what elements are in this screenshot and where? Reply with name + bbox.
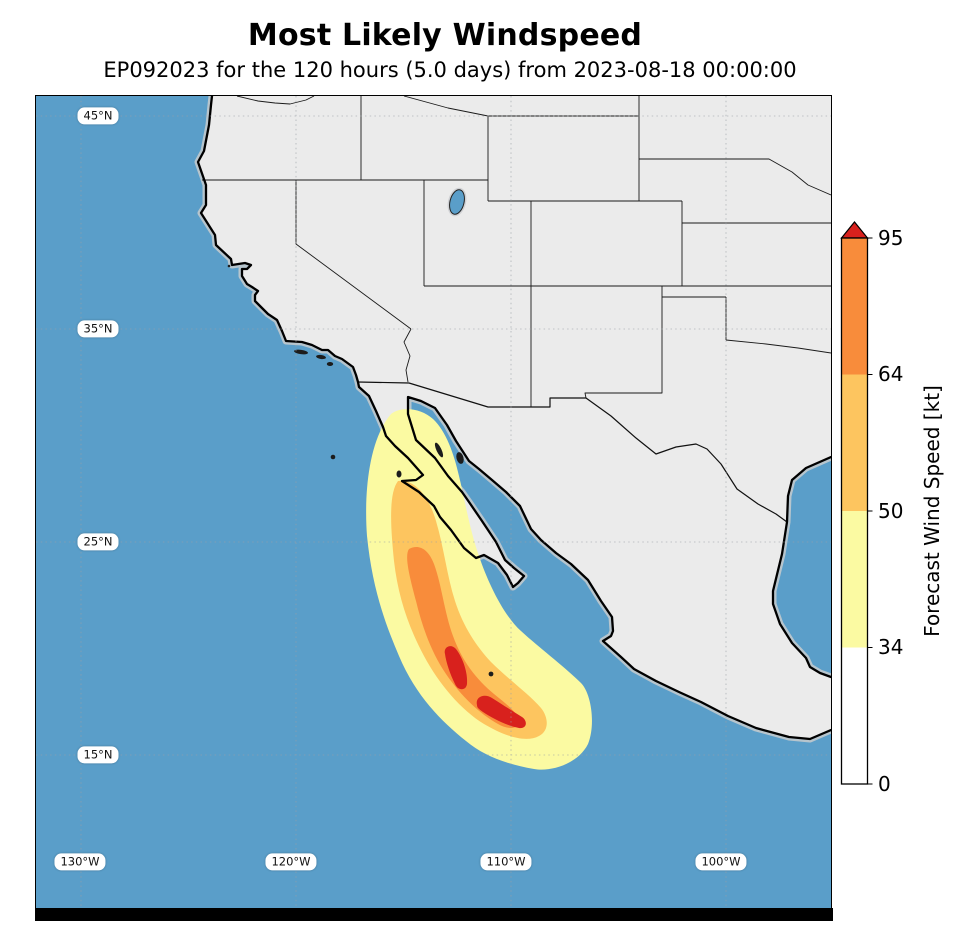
- colorbar-tick-64: 64: [878, 362, 904, 386]
- colorbar-axis-label: Forecast Wind Speed [kt]: [920, 385, 944, 637]
- figure-title: Most Likely Windspeed: [247, 18, 643, 53]
- colorbar-extend-arrow: [840, 221, 869, 239]
- catalina-island-icon: [326, 362, 334, 366]
- islands: [227, 264, 494, 677]
- colorbar-tick-34: 34: [878, 635, 904, 659]
- colorbar-segment-50-64: [841, 374, 868, 511]
- colorbar: [840, 221, 873, 785]
- wind-swath-95kt-core-b: [476, 695, 526, 729]
- lon-label-110w: 110°W: [480, 853, 532, 871]
- wind-swath-50kt: [391, 480, 547, 739]
- colorbar-tick-95: 95: [878, 226, 904, 250]
- coastline: [196, 96, 831, 741]
- socorro-island-icon: [488, 671, 494, 677]
- lat-label-15n: 15°N: [77, 746, 119, 764]
- lat-label-35n: 35°N: [77, 320, 119, 338]
- colorbar-tick-50: 50: [878, 499, 904, 523]
- lon-label-130w: 130°W: [54, 853, 106, 871]
- wind-swath: [366, 409, 592, 770]
- farallon-island-icon: [227, 264, 231, 268]
- wind-swath-64kt: [407, 546, 519, 728]
- channel-island-icon: [294, 349, 308, 355]
- figure-subtitle: EP092023 for the 120 hours (5.0 days) fr…: [103, 58, 797, 82]
- us-mexico-border: [357, 381, 788, 523]
- colorbar-segment-34-50: [841, 511, 868, 648]
- map-plot: 45°N 35°N 25°N 15°N 130°W 120°W 110°W 10…: [35, 95, 832, 910]
- great-salt-lake: [447, 187, 467, 217]
- tiburon-island-icon: [456, 452, 464, 464]
- colorbar-segment-64-95: [841, 238, 868, 375]
- angel-de-la-guarda-island-icon: [434, 442, 444, 458]
- land-shape: [198, 96, 831, 739]
- map-svg: [36, 96, 831, 909]
- cedros-island-icon: [396, 470, 402, 478]
- lat-label-45n: 45°N: [77, 107, 119, 125]
- colorbar-tick-marks: [867, 237, 873, 785]
- lon-label-100w: 100°W: [695, 853, 747, 871]
- colorbar-segment-0-34: [841, 647, 868, 784]
- map-bottom-bar: [35, 908, 833, 921]
- colorbar-tick-0: 0: [878, 772, 891, 796]
- state-borders: [202, 96, 831, 407]
- guadalupe-island-icon: [330, 454, 336, 460]
- channel-island-icon: [316, 354, 326, 360]
- lat-label-25n: 25°N: [77, 533, 119, 551]
- lon-label-120w: 120°W: [265, 853, 317, 871]
- wind-swath-95kt-core-a: [444, 646, 468, 690]
